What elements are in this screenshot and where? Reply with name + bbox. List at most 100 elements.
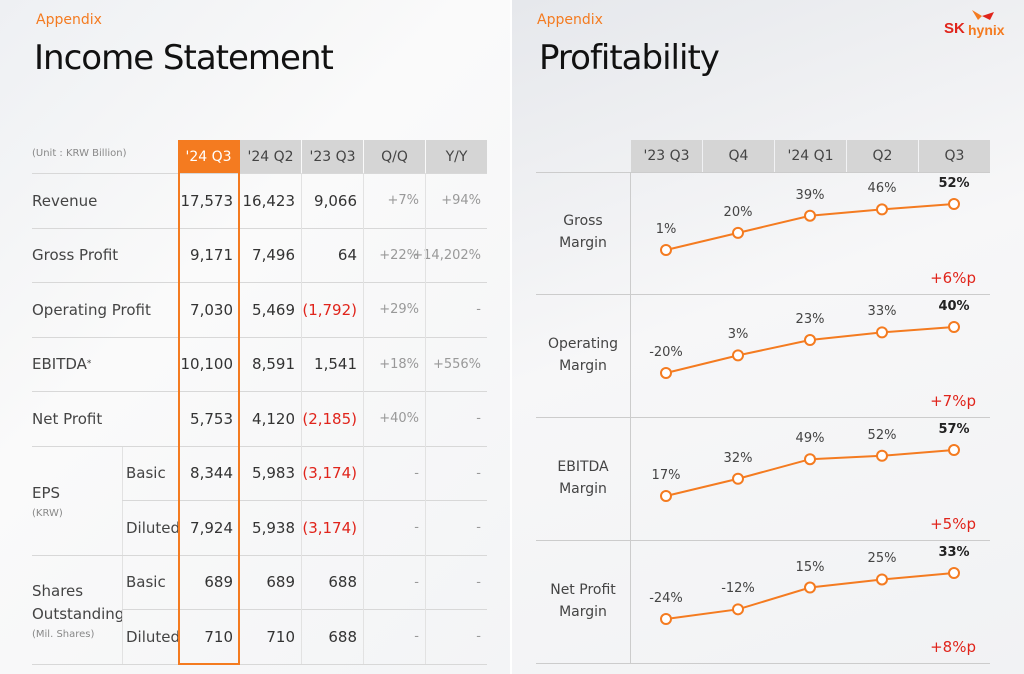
table-cell: +556%: [432, 356, 481, 372]
table-cell: 7,924: [190, 518, 233, 537]
data-label: -24%: [649, 591, 683, 606]
data-label: 17%: [651, 468, 681, 483]
table-cell: -: [476, 574, 481, 590]
table-cell: -: [414, 574, 419, 590]
table-cell: 8,591: [252, 355, 295, 373]
table-cell: -: [476, 520, 481, 535]
row-label-text: Operating Profit: [32, 300, 151, 319]
period-header: '23 Q3: [631, 140, 702, 172]
data-label: 39%: [795, 187, 825, 203]
divider: [32, 282, 487, 283]
row-label: Revenue: [32, 173, 97, 228]
table-cell: 5,938: [252, 518, 295, 537]
delta-label: +5%p: [930, 515, 976, 533]
column-header: '24 Q3: [178, 140, 239, 173]
section-label: Appendix: [537, 12, 603, 28]
data-label: 20%: [723, 204, 753, 220]
table-cell: (3,174): [302, 464, 357, 482]
table-cell: 9,171: [190, 246, 233, 264]
divider: [536, 663, 990, 664]
table-cell: +18%: [379, 356, 419, 372]
section-label: Appendix: [36, 12, 102, 28]
row-label-text: Net Profit: [32, 409, 103, 428]
data-label: 3%: [727, 327, 749, 343]
table-cell: +29%: [379, 302, 419, 317]
table-cell: 8,344: [190, 464, 233, 482]
divider: [630, 172, 631, 664]
table-cell: 1,541: [314, 355, 357, 373]
data-label: 33%: [867, 304, 897, 320]
table-cell: 10,100: [180, 355, 234, 373]
delta-label: +7%p: [930, 392, 976, 410]
table-cell: +22%: [379, 247, 419, 263]
sub-row-label: Diluted: [126, 627, 181, 646]
eps-label: EPS: [32, 484, 61, 502]
delta-label: +8%p: [930, 638, 976, 656]
shares-unit: (Mil. Shares): [32, 628, 95, 640]
table-cell: 688: [328, 573, 357, 591]
row-label-text: EBITDA: [32, 355, 87, 373]
row-label: Net Profit: [32, 391, 102, 446]
series-label: Operating Margin: [548, 336, 618, 374]
row-label: Operating Profit: [32, 282, 151, 337]
shares-group-label: Shares Outstanding (Mil. Shares): [32, 555, 125, 664]
divider: [536, 294, 990, 295]
table-cell: 64: [337, 246, 357, 264]
delta-label: +6%p: [930, 269, 976, 287]
row-label: Gross Profit: [32, 228, 118, 282]
period-header: Q4: [703, 140, 774, 172]
divider: [536, 172, 990, 173]
table-cell: -: [476, 302, 481, 317]
table-cell: 710: [204, 627, 233, 646]
data-label: -12%: [721, 581, 755, 597]
divider: [32, 664, 487, 665]
data-label: -20%: [649, 345, 683, 360]
table-cell: (3,174): [302, 518, 357, 537]
data-label: 46%: [867, 181, 897, 197]
table-cell: -: [414, 629, 419, 644]
table-cell: 5,753: [190, 409, 233, 428]
divider: [32, 446, 487, 447]
page-title: Income Statement: [34, 38, 334, 78]
series-label: EBITDA Margin: [557, 459, 609, 497]
data-label: 32%: [723, 450, 753, 466]
column-header: Q/Q: [364, 140, 425, 173]
row-label-text: Revenue: [32, 191, 98, 210]
data-label: 49%: [795, 431, 825, 447]
divider: [536, 417, 990, 418]
table-cell: 689: [266, 573, 295, 591]
divider: [536, 540, 990, 541]
series-label: Net Profit Margin: [550, 582, 616, 620]
divider: [32, 337, 487, 338]
table-cell: 9,066: [314, 191, 357, 210]
svg-text:hynix: hynix: [968, 22, 1005, 38]
table-cell: -: [476, 465, 481, 481]
data-label: 40%: [938, 299, 970, 314]
eps-group-label: EPS (KRW): [32, 446, 122, 555]
table-cell: 16,423: [242, 191, 296, 210]
column-header: '24 Q2: [240, 140, 301, 173]
table-cell: (1,792): [302, 300, 357, 319]
table-cell: +7%: [387, 193, 419, 208]
table-cell: 7,496: [252, 246, 295, 264]
divider: [122, 500, 487, 501]
table-cell: 710: [266, 627, 295, 646]
table-cell: 7,030: [190, 300, 233, 319]
period-header: Q2: [847, 140, 918, 172]
svg-text:SK: SK: [944, 20, 965, 37]
divider: [122, 609, 487, 610]
period-header: Q3: [919, 140, 990, 172]
table-cell: -: [476, 629, 481, 644]
table-cell: 688: [328, 627, 357, 646]
row-label-text: Gross Profit: [32, 246, 119, 264]
divider: [32, 555, 487, 556]
table-cell: (2,185): [302, 409, 357, 428]
divider: [301, 173, 302, 664]
sub-row-label: Basic: [126, 573, 166, 591]
table-cell: -: [414, 520, 419, 535]
table-cell: 689: [204, 573, 233, 591]
shares-label: Shares Outstanding: [32, 581, 125, 623]
sk-hynix-logo: SK hynix: [942, 8, 1012, 38]
data-label: 33%: [938, 545, 970, 560]
data-label: 15%: [795, 559, 825, 575]
